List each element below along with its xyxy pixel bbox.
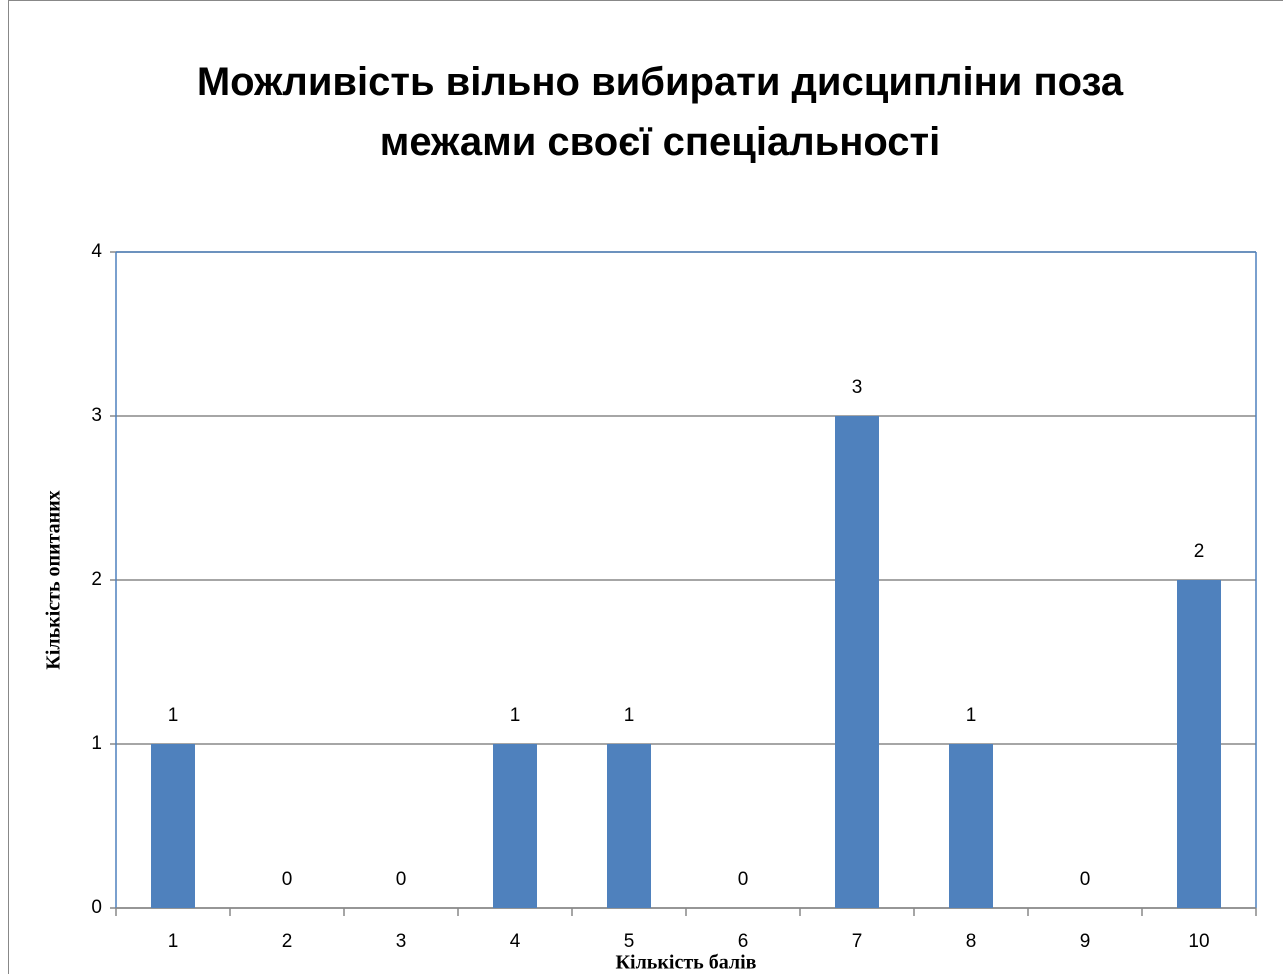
data-label: 1 xyxy=(966,705,977,726)
x-tick-label: 4 xyxy=(510,931,521,952)
x-tick-label: 9 xyxy=(1080,931,1091,952)
data-label: 0 xyxy=(396,869,407,890)
y-axis-label: Кількість опитаних xyxy=(43,490,65,669)
x-tick-label: 5 xyxy=(624,931,635,952)
data-label: 3 xyxy=(852,377,863,398)
chart-frame xyxy=(8,0,1283,974)
y-tick-label: 4 xyxy=(91,241,102,262)
bar xyxy=(151,744,195,908)
chart-title: Можливість вільно вибирати дисципліни по… xyxy=(196,60,1124,164)
data-label: 1 xyxy=(624,705,635,726)
data-label: 0 xyxy=(1080,869,1091,890)
x-tick-label: 7 xyxy=(852,931,863,952)
data-label: 1 xyxy=(168,705,179,726)
bar xyxy=(835,416,879,908)
x-tick-label: 8 xyxy=(966,931,977,952)
bar xyxy=(607,744,651,908)
y-tick-label: 2 xyxy=(91,569,102,590)
data-label: 1 xyxy=(510,705,521,726)
y-tick-label: 0 xyxy=(91,897,102,918)
bar xyxy=(493,744,537,908)
data-label: 2 xyxy=(1194,541,1205,562)
bar xyxy=(949,744,993,908)
y-tick-label: 1 xyxy=(91,733,102,754)
x-axis-label: Кількість балів xyxy=(616,952,757,974)
x-tick-label: 2 xyxy=(282,931,293,952)
x-tick-label: 10 xyxy=(1188,931,1209,952)
y-tick-label: 3 xyxy=(91,405,102,426)
x-tick-label: 1 xyxy=(168,931,179,952)
bar xyxy=(1177,580,1221,908)
data-label: 0 xyxy=(282,869,293,890)
x-tick-label: 3 xyxy=(396,931,407,952)
data-label: 0 xyxy=(738,869,749,890)
x-tick-label: 6 xyxy=(738,931,749,952)
